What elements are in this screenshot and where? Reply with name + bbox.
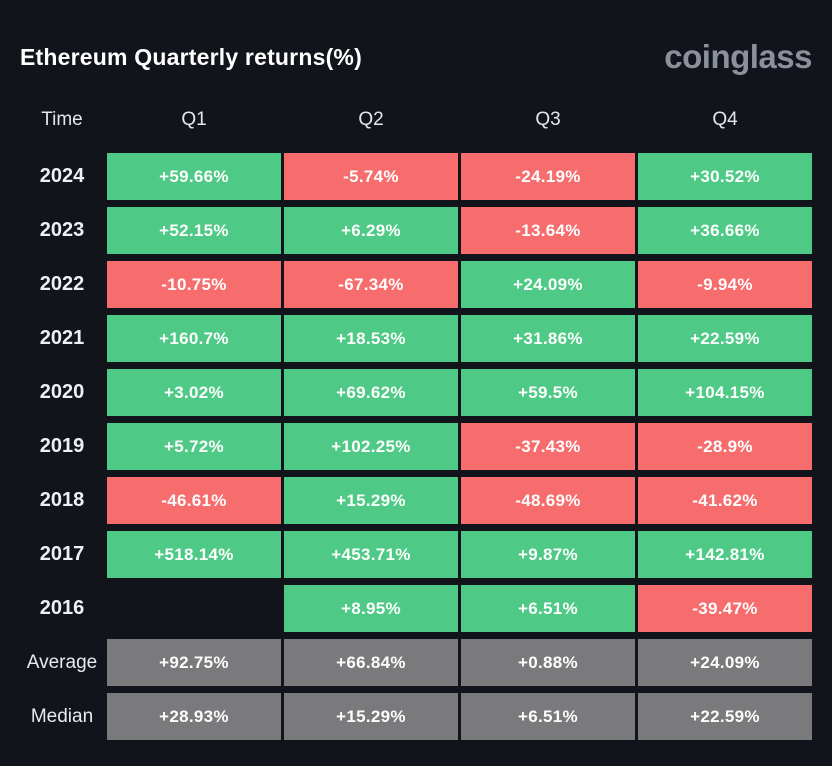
return-cell: -67.34%: [284, 261, 458, 308]
return-cell: +9.87%: [461, 531, 635, 578]
return-cell: +8.95%: [284, 585, 458, 632]
return-cell: +31.86%: [461, 315, 635, 362]
row-label: 2017: [39, 543, 85, 565]
table-header-row: Time Q1 Q2 Q3 Q4: [20, 100, 812, 140]
return-cell: +92.75%: [107, 639, 281, 686]
return-cell: -24.19%: [461, 153, 635, 200]
row-label: 2024: [39, 165, 85, 187]
table-row-2017: 2017 +518.14% +453.71% +9.87% +142.81%: [20, 531, 812, 578]
return-cell: +3.02%: [107, 369, 281, 416]
row-label: 2019: [39, 435, 85, 457]
return-cell: -13.64%: [461, 207, 635, 254]
row-label: Average: [26, 651, 98, 673]
return-cell: +0.88%: [461, 639, 635, 686]
return-cell: +160.7%: [107, 315, 281, 362]
return-cell: +22.59%: [638, 315, 812, 362]
return-cell: +6.51%: [461, 585, 635, 632]
return-cell: +15.29%: [284, 477, 458, 524]
row-label: 2020: [39, 381, 85, 403]
return-cell: +59.66%: [107, 153, 281, 200]
return-cell: +518.14%: [107, 531, 281, 578]
row-label: 2021: [39, 327, 85, 349]
return-cell: +453.71%: [284, 531, 458, 578]
topbar: Ethereum Quarterly returns(%) coinglass: [20, 0, 812, 76]
table-row-2024: 2024 +59.66% -5.74% -24.19% +30.52%: [20, 153, 812, 200]
return-cell: +24.09%: [461, 261, 635, 308]
return-cell: +15.29%: [284, 693, 458, 740]
return-cell: +36.66%: [638, 207, 812, 254]
return-cell: +142.81%: [638, 531, 812, 578]
coinglass-logo: coinglass: [664, 38, 812, 75]
page-title: Ethereum Quarterly returns(%): [20, 43, 362, 70]
table-row-2021: 2021 +160.7% +18.53% +31.86% +22.59%: [20, 315, 812, 362]
row-label: 2016: [39, 597, 85, 619]
return-cell: -9.94%: [638, 261, 812, 308]
returns-table: 2024 +59.66% -5.74% -24.19% +30.52% 2023 +52.1…: [20, 153, 812, 740]
return-cell: -37.43%: [461, 423, 635, 470]
return-cell: +5.72%: [107, 423, 281, 470]
row-label: 2022: [39, 273, 85, 295]
return-cell: +69.62%: [284, 369, 458, 416]
return-cell: [107, 585, 281, 632]
return-cell: -41.62%: [638, 477, 812, 524]
row-label: 2018: [39, 489, 85, 511]
table-row-2016: 2016 +8.95% +6.51% -39.47%: [20, 585, 812, 632]
return-cell: +6.51%: [461, 693, 635, 740]
table-row-2019: 2019 +5.72% +102.25% -37.43% -28.9%: [20, 423, 812, 470]
return-cell: +104.15%: [638, 369, 812, 416]
column-header-time: Time: [41, 109, 83, 130]
table-row-2022: 2022 -10.75% -67.34% +24.09% -9.94%: [20, 261, 812, 308]
return-cell: +102.25%: [284, 423, 458, 470]
return-cell: -5.74%: [284, 153, 458, 200]
return-cell: +52.15%: [107, 207, 281, 254]
return-cell: +24.09%: [638, 639, 812, 686]
return-cell: +28.93%: [107, 693, 281, 740]
return-cell: +30.52%: [638, 153, 812, 200]
return-cell: -39.47%: [638, 585, 812, 632]
return-cell: +18.53%: [284, 315, 458, 362]
column-header-q4: Q4: [712, 109, 738, 130]
return-cell: -28.9%: [638, 423, 812, 470]
return-cell: -48.69%: [461, 477, 635, 524]
row-label: Median: [30, 705, 94, 727]
table-row-2020: 2020 +3.02% +69.62% +59.5% +104.15%: [20, 369, 812, 416]
return-cell: +59.5%: [461, 369, 635, 416]
column-header-q3: Q3: [535, 109, 561, 130]
table-row-2023: 2023 +52.15% +6.29% -13.64% +36.66%: [20, 207, 812, 254]
table-row-average: Average +92.75% +66.84% +0.88% +24.09%: [20, 639, 812, 686]
row-label: 2023: [39, 219, 85, 241]
return-cell: -10.75%: [107, 261, 281, 308]
return-cell: +6.29%: [284, 207, 458, 254]
return-cell: +66.84%: [284, 639, 458, 686]
column-header-q1: Q1: [181, 109, 207, 130]
table-row-median: Median +28.93% +15.29% +6.51% +22.59%: [20, 693, 812, 740]
return-cell: -46.61%: [107, 477, 281, 524]
return-cell: +22.59%: [638, 693, 812, 740]
table-row-2018: 2018 -46.61% +15.29% -48.69% -41.62%: [20, 477, 812, 524]
column-header-q2: Q2: [358, 109, 384, 130]
